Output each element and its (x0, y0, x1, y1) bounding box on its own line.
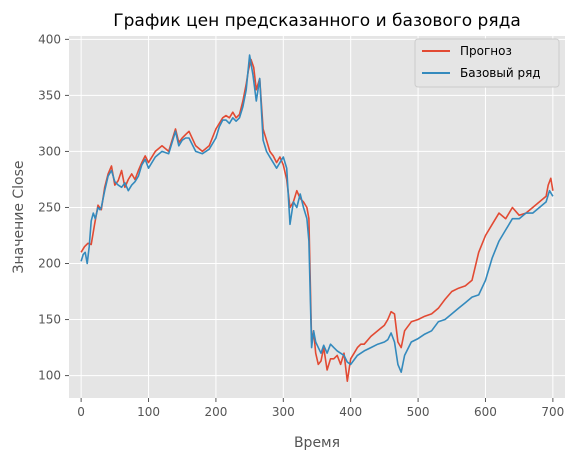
series-base-line (80, 54, 554, 374)
y-tick-label: 400 (38, 32, 61, 46)
legend-label-forecast: Прогноз (460, 44, 512, 58)
x-tick-label: 400 (339, 405, 362, 419)
chart-title: График цен предсказанного и базового ряд… (113, 11, 521, 31)
y-tick-label: 100 (38, 369, 61, 383)
y-tick-label: 200 (38, 257, 61, 271)
x-tick-label: 100 (137, 405, 160, 419)
grid (69, 36, 565, 398)
x-tick-label: 300 (272, 405, 295, 419)
series-group (80, 54, 554, 383)
x-tick-label: 0 (77, 405, 85, 419)
y-tick-label: 150 (38, 313, 61, 327)
x-axis-label: Время (294, 435, 340, 451)
x-tick-label: 200 (204, 405, 227, 419)
x-tick-label: 700 (541, 405, 564, 419)
y-ticks: 100 150 200 250 300 350 400 (38, 32, 69, 383)
y-tick-label: 250 (38, 200, 61, 214)
x-tick-label: 600 (474, 405, 497, 419)
x-ticks: 0 100 200 300 400 500 600 700 (77, 398, 564, 419)
y-axis-label: Значение Close (11, 160, 27, 273)
legend: Прогноз Базовый ряд (414, 38, 560, 88)
legend-label-base: Базовый ряд (460, 66, 541, 80)
plot-area (69, 36, 565, 398)
x-tick-label: 500 (407, 405, 430, 419)
legend-box (414, 38, 560, 88)
y-tick-label: 350 (38, 88, 61, 102)
y-tick-label: 300 (38, 144, 61, 158)
